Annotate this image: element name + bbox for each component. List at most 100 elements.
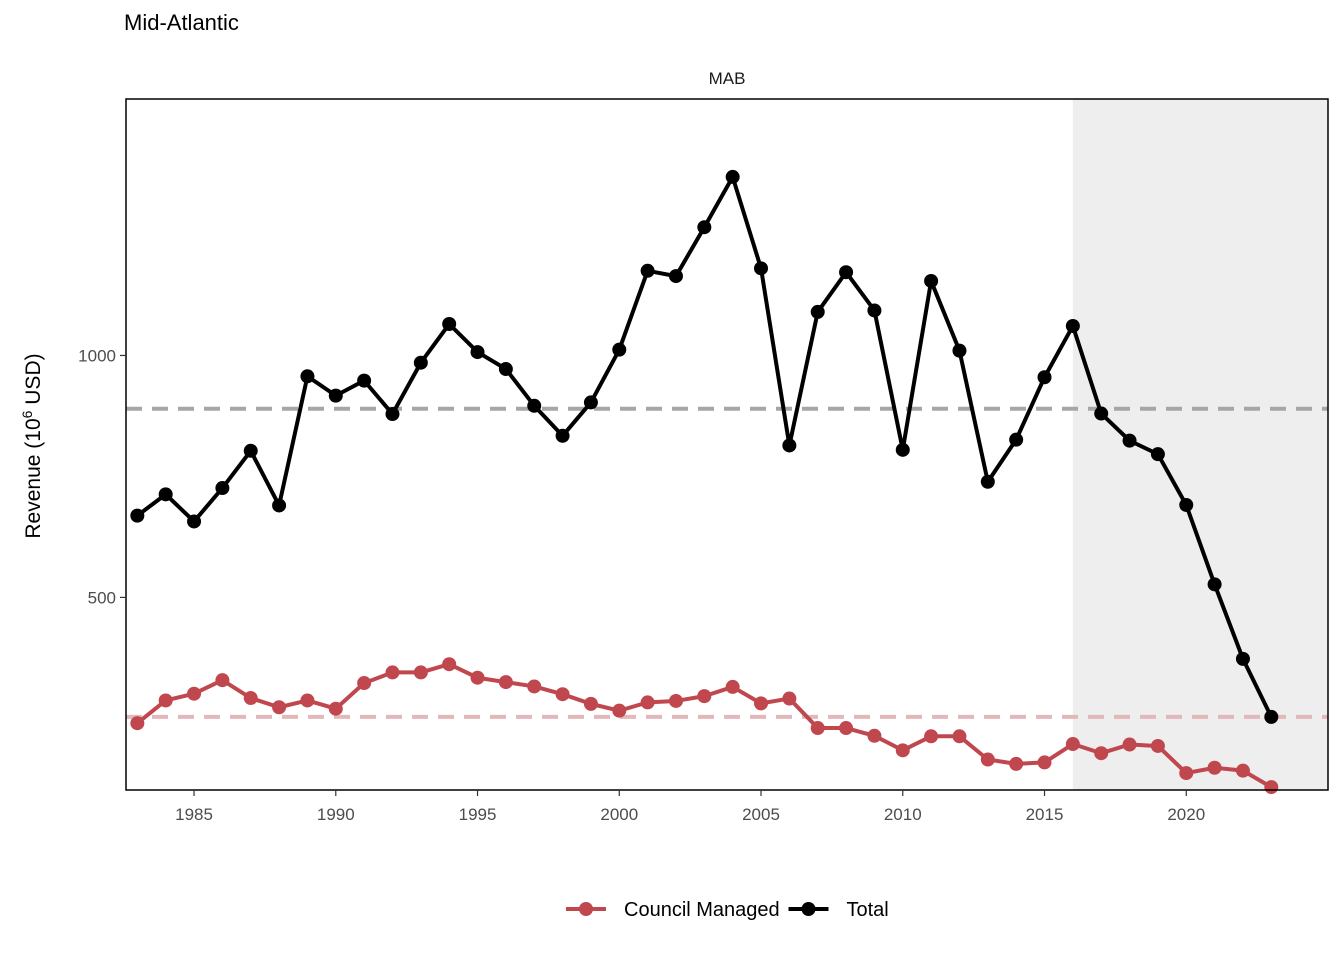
data-point bbox=[498, 362, 513, 377]
data-point bbox=[1122, 433, 1137, 448]
data-point bbox=[1065, 318, 1080, 333]
data-point bbox=[1207, 760, 1222, 775]
plot-area: 1985 1990 1995 2000 2005 2010 2015 2020 500 1000 bbox=[78, 98, 1329, 824]
data-point bbox=[1037, 755, 1052, 770]
data-point bbox=[1150, 447, 1165, 462]
data-point bbox=[158, 487, 173, 502]
data-point bbox=[612, 342, 627, 357]
data-point bbox=[640, 695, 655, 710]
x-tick-label: 2010 bbox=[884, 805, 922, 824]
x-tick-label: 2015 bbox=[1026, 805, 1064, 824]
data-point bbox=[272, 700, 287, 715]
data-point bbox=[1235, 651, 1250, 666]
data-point bbox=[527, 679, 542, 694]
data-point bbox=[413, 665, 428, 680]
data-point bbox=[697, 220, 712, 235]
y-axis-title-superscript: 6 bbox=[19, 410, 35, 418]
data-point bbox=[385, 665, 400, 680]
data-point bbox=[782, 438, 797, 453]
data-point bbox=[782, 691, 797, 706]
panel-border bbox=[125, 98, 1329, 791]
shaded-region bbox=[1072, 99, 1328, 790]
data-point bbox=[1037, 370, 1052, 385]
data-point bbox=[300, 693, 315, 708]
x-tick-label: 1985 bbox=[175, 805, 213, 824]
data-point bbox=[612, 703, 627, 718]
data-point bbox=[1235, 763, 1250, 778]
data-point bbox=[1009, 756, 1024, 771]
data-point bbox=[357, 676, 372, 691]
data-point bbox=[243, 443, 258, 458]
data-point bbox=[527, 398, 542, 413]
data-point bbox=[583, 696, 598, 711]
data-point bbox=[1094, 746, 1109, 761]
data-point bbox=[130, 716, 145, 731]
data-point bbox=[1065, 737, 1080, 752]
x-tick-label: 2020 bbox=[1167, 805, 1205, 824]
data-point bbox=[442, 657, 457, 672]
x-tick-label: 1995 bbox=[459, 805, 497, 824]
chart-title: Mid-Atlantic bbox=[124, 10, 239, 35]
data-point bbox=[272, 498, 287, 513]
data-point bbox=[640, 263, 655, 278]
data-point bbox=[583, 395, 598, 410]
data-point bbox=[328, 701, 343, 716]
data-point bbox=[668, 693, 683, 708]
data-point bbox=[328, 388, 343, 403]
y-axis-title-tail: USD) bbox=[22, 353, 45, 410]
legend-label: Council Managed bbox=[624, 899, 780, 921]
data-point bbox=[357, 373, 372, 388]
data-point bbox=[980, 752, 995, 767]
data-point bbox=[1207, 577, 1222, 592]
data-point bbox=[470, 345, 485, 360]
data-point bbox=[810, 304, 825, 319]
data-point bbox=[215, 673, 230, 688]
data-point bbox=[498, 675, 513, 690]
facet-strip-bg bbox=[126, 58, 1328, 99]
data-point bbox=[158, 693, 173, 708]
data-point bbox=[924, 729, 939, 744]
data-point bbox=[1179, 766, 1194, 781]
data-point bbox=[130, 508, 145, 523]
data-point bbox=[867, 303, 882, 318]
data-point bbox=[1264, 709, 1279, 724]
y-tick-label: 1000 bbox=[78, 346, 116, 365]
y-axis-title-main: Revenue (10 bbox=[22, 418, 45, 538]
data-point bbox=[413, 355, 428, 370]
x-tick-label: 2005 bbox=[742, 805, 780, 824]
data-point bbox=[1264, 780, 1279, 795]
legend-key-point bbox=[801, 902, 816, 916]
data-point bbox=[243, 691, 258, 706]
legend-key-point bbox=[579, 902, 593, 916]
data-point bbox=[215, 481, 230, 496]
data-point bbox=[1094, 406, 1109, 421]
data-point bbox=[754, 696, 769, 711]
data-point bbox=[952, 729, 967, 744]
y-axis-title: Revenue (106 USD) bbox=[19, 353, 45, 538]
data-point bbox=[300, 369, 315, 384]
legend-label: Total bbox=[847, 899, 889, 921]
data-point bbox=[187, 686, 202, 701]
data-point bbox=[895, 442, 910, 457]
x-tick-label: 1990 bbox=[317, 805, 355, 824]
data-point bbox=[839, 265, 854, 280]
y-tick-label: 500 bbox=[88, 588, 116, 607]
data-point bbox=[668, 269, 683, 284]
data-point bbox=[810, 721, 825, 736]
legend: Council Managed Total bbox=[566, 899, 889, 921]
data-point bbox=[442, 317, 457, 332]
data-point bbox=[754, 261, 769, 276]
data-point bbox=[839, 721, 854, 736]
x-tick-label: 2000 bbox=[600, 805, 638, 824]
data-point bbox=[980, 474, 995, 489]
data-point bbox=[725, 679, 740, 694]
data-point bbox=[555, 687, 570, 702]
data-point bbox=[895, 743, 910, 758]
data-point bbox=[187, 514, 202, 529]
data-point bbox=[1179, 497, 1194, 512]
data-point bbox=[470, 670, 485, 685]
data-point bbox=[924, 273, 939, 288]
data-point bbox=[1150, 738, 1165, 753]
data-point bbox=[1122, 737, 1137, 752]
